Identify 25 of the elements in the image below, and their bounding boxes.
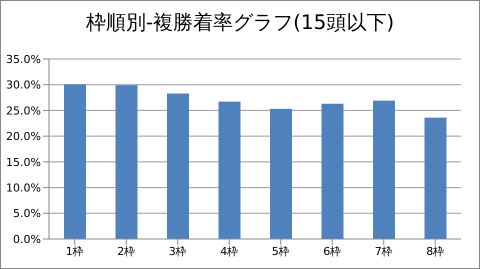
bar [64, 84, 86, 239]
bar [270, 108, 292, 239]
y-tick-label: 25.0% [6, 104, 41, 118]
chart-title: 枠順別-複勝着率グラフ(15頭以下) [84, 9, 396, 36]
y-tick-label: 15.0% [6, 156, 41, 169]
x-tick-label: 5枠 [272, 244, 290, 258]
y-tick-label: 20.0% [6, 130, 41, 144]
bar [424, 118, 446, 239]
y-tick-label: 5.0% [13, 207, 41, 220]
x-tick-label: 7枠 [374, 244, 393, 258]
x-tick-label: 8枠 [426, 244, 444, 258]
bar [322, 104, 344, 239]
x-tick-label: 3枠 [168, 244, 187, 258]
y-tick-label: 30.0% [6, 78, 41, 92]
bar [167, 93, 189, 239]
bar [116, 85, 138, 239]
bar [373, 100, 395, 239]
y-tick-label: 35.0% [6, 52, 41, 66]
x-tick-label: 4枠 [220, 244, 238, 258]
x-tick-label: 6枠 [323, 244, 342, 258]
bar [218, 102, 240, 239]
y-tick-label: 0.0% [13, 232, 41, 246]
x-tick-label: 2枠 [117, 244, 136, 258]
y-tick-label: 10.0% [6, 181, 41, 194]
x-tick-label: 1枠 [66, 244, 84, 258]
